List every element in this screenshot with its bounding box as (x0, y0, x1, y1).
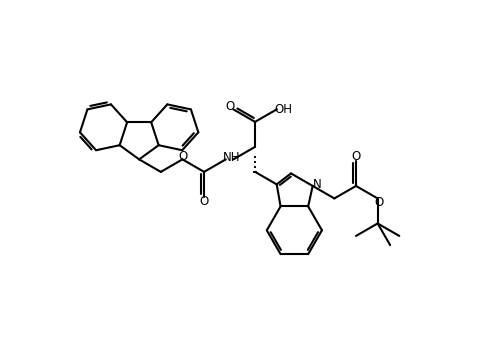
Text: NH: NH (223, 151, 240, 164)
Text: O: O (351, 150, 361, 163)
Text: O: O (374, 196, 384, 209)
Text: O: O (225, 100, 234, 113)
Text: O: O (200, 195, 209, 208)
Text: N: N (313, 178, 322, 191)
Text: O: O (179, 150, 188, 163)
Text: OH: OH (274, 103, 292, 116)
